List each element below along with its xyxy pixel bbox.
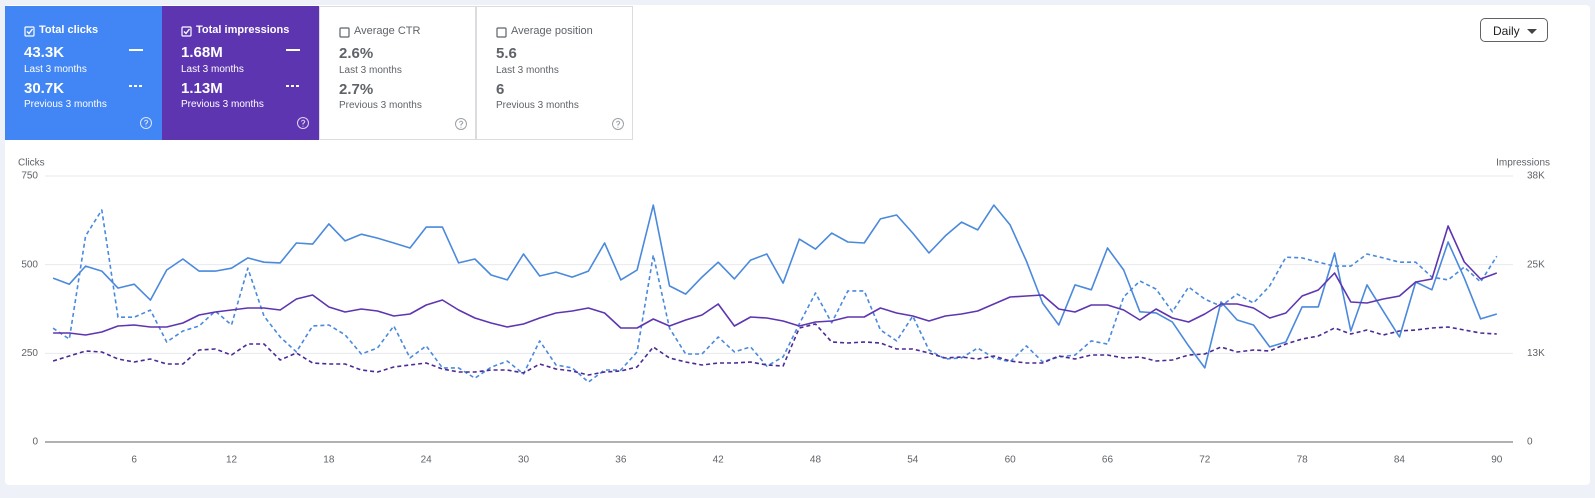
metric-card[interactable]: Total clicks 43.3K Last 3 months 30.7K Previ…	[5, 6, 162, 140]
previous-value: 30.7K	[24, 80, 65, 97]
x-tick-label: 48	[810, 455, 822, 466]
card-icons	[496, 27, 624, 130]
current-value: 43.3K	[24, 44, 65, 61]
x-tick-label: 18	[323, 455, 335, 466]
x-tick-label: 60	[1005, 455, 1017, 466]
help-icon-glyph	[143, 119, 149, 127]
y-tick-label: 750	[21, 171, 38, 182]
x-tick-label: 84	[1394, 455, 1406, 466]
y2-tick-label: 13K	[1527, 348, 1545, 359]
y2-axis-label: Impressions	[1496, 158, 1550, 169]
current-period: Last 3 months	[24, 64, 87, 75]
checkbox	[496, 27, 507, 38]
help-icon	[455, 118, 467, 130]
dropdown-caret	[1527, 29, 1537, 34]
checkbox	[339, 27, 350, 38]
current-period: Last 3 months	[181, 64, 244, 75]
help-icon	[297, 117, 309, 129]
y-tick-label: 250	[21, 348, 38, 359]
series-line	[52, 323, 1497, 376]
metric-label: Average position	[511, 25, 593, 37]
x-tick-label: 6	[131, 455, 137, 466]
granularity-dropdown[interactable]: Daily	[1480, 18, 1548, 42]
series-line	[52, 204, 1498, 369]
y2-tick-label: 38K	[1527, 171, 1545, 182]
help-icon	[612, 118, 624, 130]
help-icon	[140, 117, 152, 129]
x-tick-label: 66	[1102, 455, 1114, 466]
x-tick-label: 42	[713, 455, 725, 466]
metric-label: Total clicks	[39, 24, 99, 36]
y-tick-label: 0	[32, 437, 38, 448]
previous-period: Previous 3 months	[24, 99, 107, 110]
previous-value: 6	[496, 81, 505, 98]
previous-period: Previous 3 months	[181, 99, 264, 110]
checkmark	[183, 28, 191, 35]
metric-card[interactable]: Average position 5.6 Last 3 months 6 Previou…	[476, 6, 633, 140]
x-tick-label: 78	[1297, 455, 1309, 466]
checkbox	[181, 26, 192, 37]
checkbox	[24, 26, 35, 37]
previous-value: 2.7%	[339, 81, 374, 98]
current-value: 2.6%	[339, 45, 374, 62]
checkmark	[26, 28, 34, 35]
y-axis-label: Clicks	[18, 158, 45, 169]
x-tick-label: 72	[1199, 455, 1211, 466]
previous-period: Previous 3 months	[339, 100, 422, 111]
previous-period: Previous 3 months	[496, 100, 579, 111]
x-tick-label: 12	[226, 455, 238, 466]
current-period: Last 3 months	[496, 65, 559, 76]
performance-panel: Total clicks 43.3K Last 3 months 30.7K Previ…	[5, 5, 1590, 485]
current-value: 1.68M	[181, 44, 223, 61]
x-tick-label: 90	[1491, 455, 1503, 466]
card-icons	[24, 26, 152, 129]
x-tick-label: 24	[421, 455, 433, 466]
x-tick-label: 30	[518, 455, 530, 466]
y2-tick-label: 25K	[1527, 259, 1545, 270]
help-icon-glyph	[300, 119, 306, 127]
previous-value: 1.13M	[181, 80, 223, 97]
metric-label: Total impressions	[196, 24, 290, 36]
metric-card[interactable]: Average CTR 2.6% Last 3 months 2.7% Previous…	[319, 6, 476, 140]
help-icon-glyph	[458, 120, 464, 128]
metric-label: Average CTR	[354, 25, 421, 37]
x-tick-label: 54	[907, 455, 919, 466]
card-icons	[339, 27, 467, 130]
y2-tick-label: 0	[1527, 437, 1533, 448]
metric-card[interactable]: Total impressions 1.68M Last 3 months 1.13M…	[162, 6, 319, 140]
y-tick-label: 500	[21, 259, 38, 270]
card-icons	[181, 26, 309, 129]
series-line	[52, 209, 1498, 383]
series-line	[53, 225, 1498, 336]
x-tick-label: 36	[615, 455, 627, 466]
current-period: Last 3 months	[339, 65, 402, 76]
help-icon-glyph	[615, 120, 621, 128]
current-value: 5.6	[496, 45, 517, 62]
dropdown-label: Daily	[1493, 24, 1520, 38]
